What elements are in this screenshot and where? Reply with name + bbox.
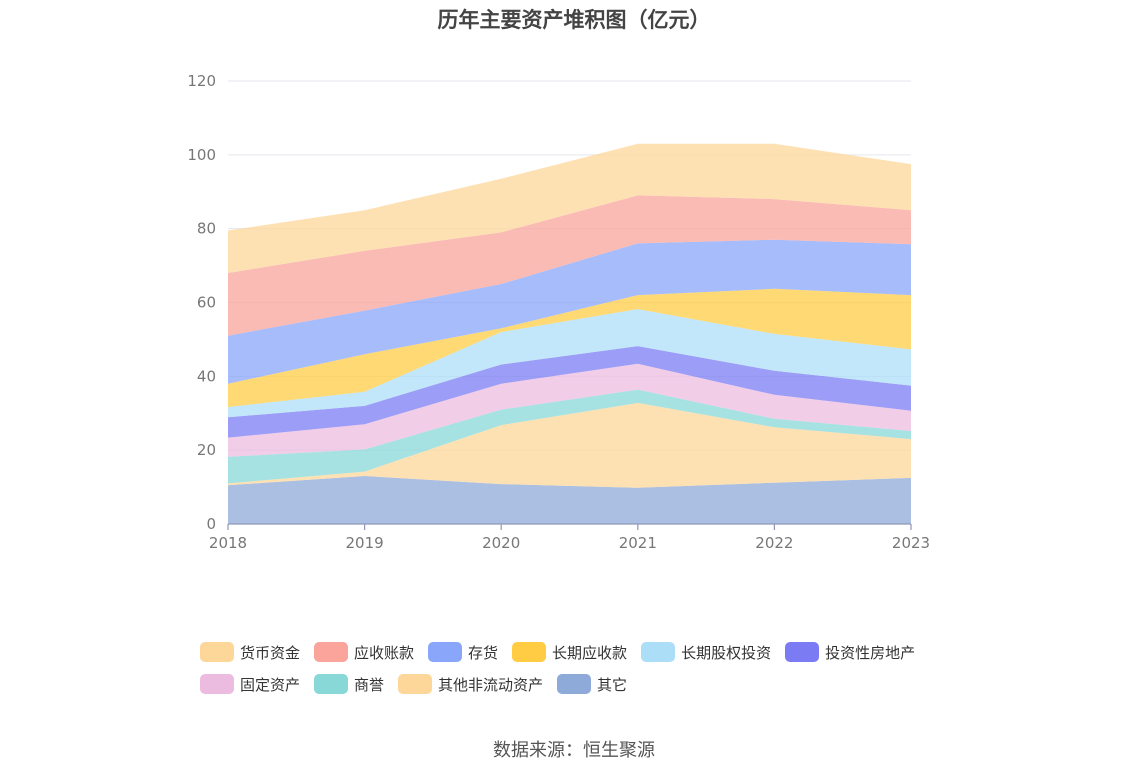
legend-label: 商誉 — [354, 675, 385, 694]
legend-label: 其他非流动资产 — [438, 675, 544, 694]
area-series-7 — [228, 239, 911, 384]
legend-swatch — [200, 642, 234, 662]
x-tick-label: 2022 — [755, 534, 793, 552]
y-tick-label: 20 — [197, 441, 216, 459]
chart-legend: 货币资金 应收账款 存货 长期应收款 长期股权投资 投资性房地产固定资产 商誉 其他非流动资产… — [200, 640, 980, 704]
legend-item[interactable]: 货币资金 — [200, 640, 300, 664]
x-tick-label: 2021 — [619, 534, 657, 552]
legend-swatch — [314, 642, 349, 662]
legend-item[interactable]: 投资性房地产 — [785, 640, 915, 664]
area-series-8 — [228, 195, 911, 336]
area-series-9 — [228, 143, 911, 273]
legend-label: 应收账款 — [354, 643, 415, 662]
y-tick-label: 80 — [197, 220, 216, 238]
legend-label: 货币资金 — [240, 643, 301, 662]
area-series-6 — [228, 288, 911, 407]
legend-swatch — [428, 642, 463, 662]
x-tick-label: 2019 — [346, 534, 384, 552]
legend-item[interactable]: 应收账款 — [314, 640, 414, 664]
y-tick-label: 60 — [197, 294, 216, 312]
y-tick-label: 120 — [187, 72, 216, 90]
legend-label: 存货 — [468, 643, 499, 662]
area-series-5 — [228, 309, 911, 418]
area-series-3 — [228, 363, 911, 457]
legend-item[interactable]: 固定资产 — [200, 672, 300, 696]
legend-swatch — [512, 642, 547, 662]
x-tick-label: 2018 — [209, 534, 247, 552]
legend-swatch — [557, 674, 592, 694]
legend-label: 投资性房地产 — [825, 643, 916, 662]
y-tick-label: 0 — [206, 515, 216, 533]
x-tick-label: 2020 — [482, 534, 520, 552]
y-tick-label: 100 — [187, 146, 216, 164]
stacked-area-chart: 0 20 40 60 80 100 120 2018 2019 2020 2021 2022 2023 — [187, 72, 930, 552]
legend-swatch — [785, 642, 820, 662]
legend-item[interactable]: 其它 — [557, 672, 627, 696]
legend-label: 固定资产 — [240, 675, 301, 694]
legend-label: 长期股权投资 — [681, 643, 772, 662]
legend-item[interactable]: 其他非流动资产 — [398, 672, 543, 696]
legend-label: 长期应收款 — [552, 643, 628, 662]
x-tick-label: 2023 — [892, 534, 930, 552]
area-series-0 — [228, 476, 911, 524]
legend-label: 其它 — [597, 675, 628, 694]
legend-item[interactable]: 长期股权投资 — [641, 640, 771, 664]
legend-swatch — [200, 674, 234, 694]
legend-item[interactable]: 存货 — [428, 640, 498, 664]
area-series-1 — [228, 402, 911, 488]
legend-swatch — [314, 674, 349, 694]
legend-item[interactable]: 长期应收款 — [512, 640, 627, 664]
area-series-4 — [228, 346, 911, 438]
area-series-2 — [228, 389, 911, 484]
legend-swatch — [641, 642, 676, 662]
data-source: 数据来源：恒生聚源 — [493, 740, 655, 761]
legend-swatch — [398, 674, 433, 694]
legend-item[interactable]: 商誉 — [314, 672, 384, 696]
chart-title: 历年主要资产堆积图（亿元） — [437, 8, 711, 32]
y-tick-label: 40 — [197, 367, 216, 385]
